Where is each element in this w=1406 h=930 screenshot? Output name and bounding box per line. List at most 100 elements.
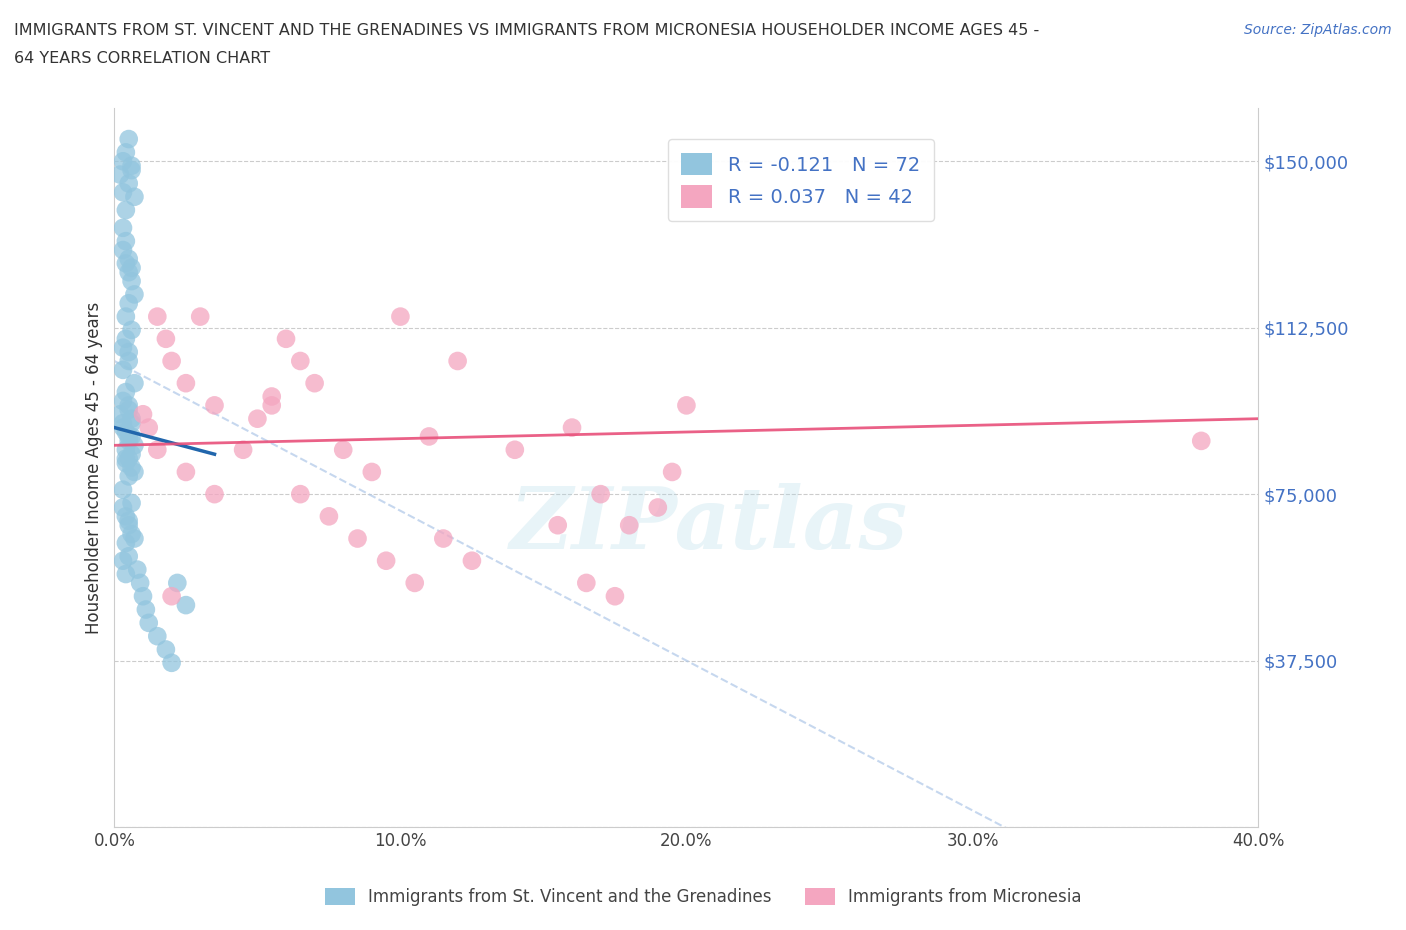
Point <box>115 385 138 400</box>
Point <box>290 353 312 368</box>
Point <box>132 589 155 604</box>
Legend: R = -0.121   N = 72, R = 0.037   N = 42: R = -0.121 N = 72, R = 0.037 N = 42 <box>668 140 934 221</box>
Point <box>115 509 138 524</box>
Point <box>118 403 141 418</box>
Point <box>111 416 134 431</box>
Point <box>121 496 143 511</box>
Point <box>118 176 141 191</box>
Point <box>118 353 141 368</box>
Point <box>188 309 211 324</box>
Point <box>121 526 143 541</box>
Point <box>146 309 169 324</box>
Point <box>118 398 141 413</box>
Point <box>589 486 612 501</box>
Point <box>118 429 141 444</box>
Point <box>124 531 146 546</box>
Point <box>111 243 134 258</box>
Point <box>160 589 183 604</box>
Point <box>246 411 269 426</box>
Point <box>446 353 468 368</box>
Point <box>124 438 146 453</box>
Point <box>432 531 454 546</box>
Point <box>135 602 157 617</box>
Point <box>115 145 138 160</box>
Point <box>155 331 177 346</box>
Point <box>647 500 669 515</box>
Point <box>274 331 297 346</box>
Point <box>111 153 134 168</box>
Point <box>375 553 398 568</box>
Point <box>118 132 141 147</box>
Point <box>115 331 138 346</box>
Point <box>204 486 226 501</box>
Point <box>575 576 598 591</box>
Point <box>129 576 152 591</box>
Point <box>124 376 146 391</box>
Point <box>260 398 283 413</box>
Point <box>118 433 141 448</box>
Legend: Immigrants from St. Vincent and the Grenadines, Immigrants from Micronesia: Immigrants from St. Vincent and the Gren… <box>318 881 1088 912</box>
Text: Source: ZipAtlas.com: Source: ZipAtlas.com <box>1244 23 1392 37</box>
Point <box>418 429 440 444</box>
Point <box>121 273 143 288</box>
Point <box>121 446 143 461</box>
Point <box>1189 433 1212 448</box>
Point <box>115 451 138 466</box>
Point <box>124 287 146 302</box>
Point <box>108 406 131 421</box>
Point <box>111 363 134 378</box>
Point <box>111 340 134 355</box>
Point <box>138 616 160 631</box>
Point <box>547 518 569 533</box>
Point <box>118 296 141 311</box>
Point <box>121 460 143 475</box>
Point <box>619 518 641 533</box>
Point <box>118 469 141 484</box>
Point <box>115 233 138 248</box>
Point <box>661 464 683 479</box>
Point <box>111 500 134 515</box>
Point <box>332 443 354 458</box>
Point <box>118 251 141 266</box>
Point <box>115 456 138 471</box>
Point <box>124 190 146 205</box>
Point <box>115 566 138 581</box>
Point <box>318 509 340 524</box>
Point <box>111 393 134 408</box>
Point <box>118 345 141 360</box>
Point <box>115 309 138 324</box>
Point <box>118 265 141 280</box>
Point <box>260 389 283 404</box>
Point <box>360 464 382 479</box>
Point <box>127 562 149 577</box>
Point <box>111 483 134 498</box>
Point <box>155 642 177 657</box>
Point <box>603 589 626 604</box>
Point <box>111 420 134 435</box>
Point <box>121 163 143 178</box>
Point <box>132 406 155 421</box>
Point <box>124 464 146 479</box>
Point <box>404 576 426 591</box>
Point <box>290 486 312 501</box>
Text: IMMIGRANTS FROM ST. VINCENT AND THE GRENADINES VS IMMIGRANTS FROM MICRONESIA HOU: IMMIGRANTS FROM ST. VINCENT AND THE GREN… <box>14 23 1039 38</box>
Point <box>160 656 183 671</box>
Point <box>115 203 138 218</box>
Point <box>232 443 254 458</box>
Point <box>111 220 134 235</box>
Point <box>174 376 197 391</box>
Point <box>115 425 138 440</box>
Point <box>503 443 526 458</box>
Point <box>346 531 368 546</box>
Text: 64 YEARS CORRELATION CHART: 64 YEARS CORRELATION CHART <box>14 51 270 66</box>
Point <box>121 416 143 431</box>
Point <box>304 376 326 391</box>
Point <box>121 323 143 338</box>
Point <box>118 513 141 528</box>
Point <box>461 553 484 568</box>
Point <box>121 411 143 426</box>
Point <box>118 451 141 466</box>
Point <box>121 260 143 275</box>
Point <box>115 256 138 271</box>
Point <box>121 429 143 444</box>
